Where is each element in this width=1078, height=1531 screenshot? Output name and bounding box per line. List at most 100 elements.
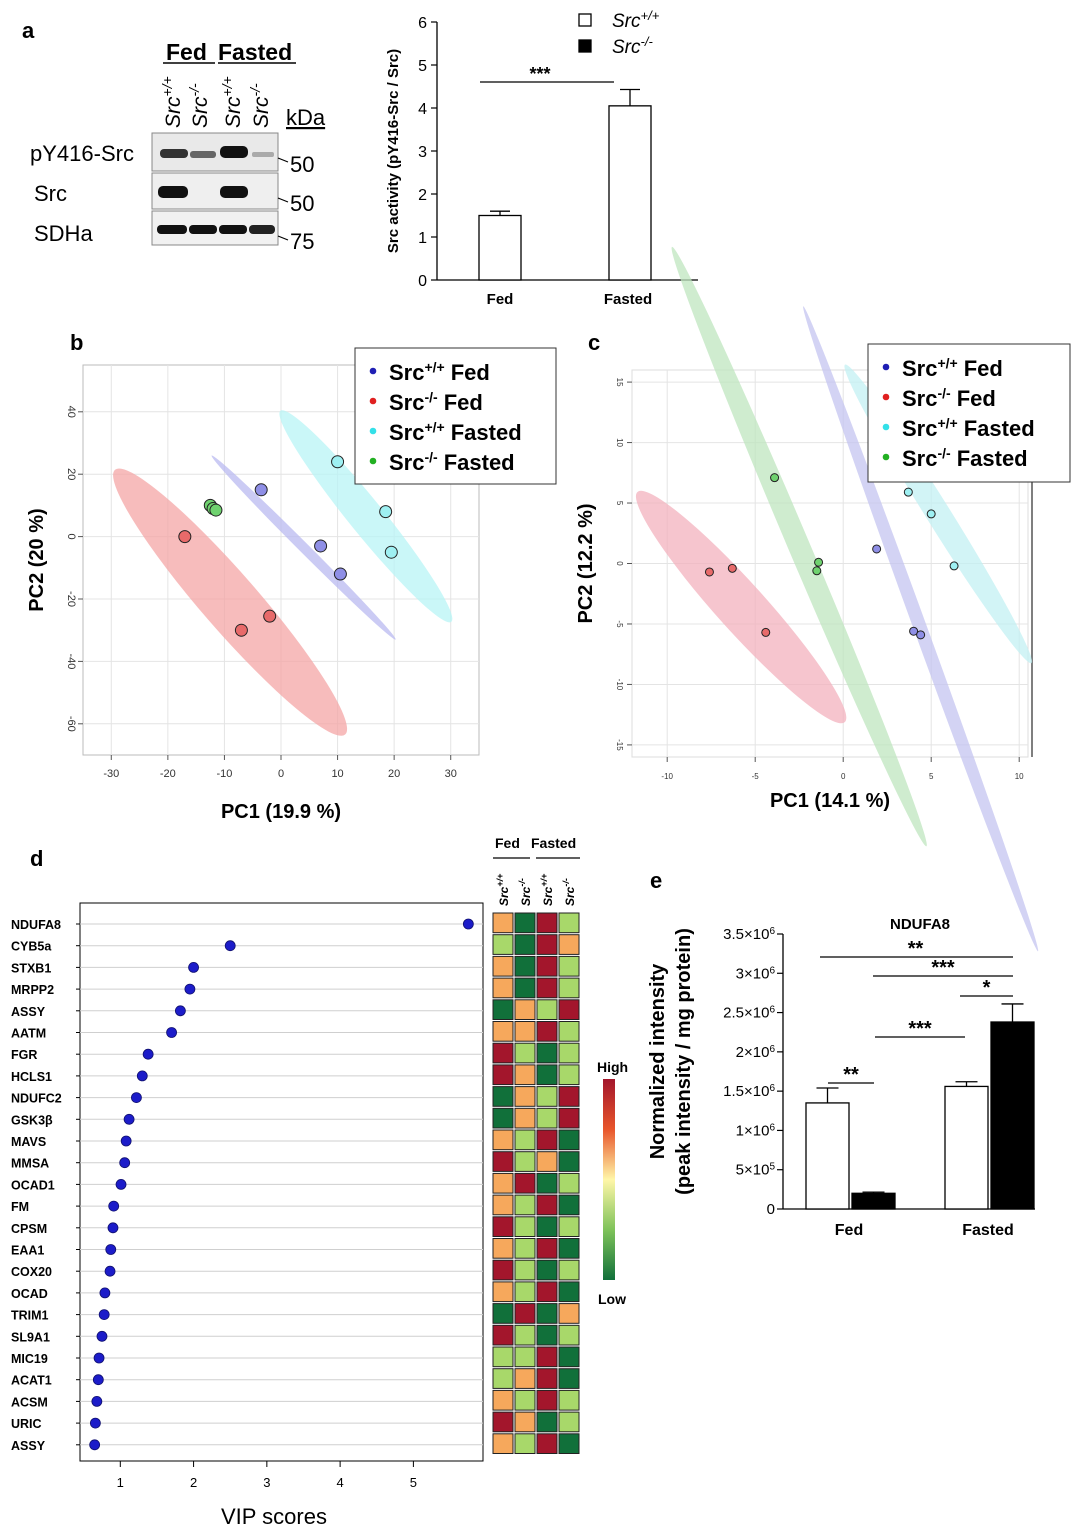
gene-label: ACSM [11, 1395, 48, 1409]
heatmap-cell [536, 1086, 558, 1107]
y-tick-label: -40 [65, 653, 77, 669]
heatmap-cell [536, 1433, 558, 1455]
legend-marker [369, 397, 377, 405]
significance-label: ** [843, 1064, 859, 1086]
vip-point [174, 1005, 186, 1017]
heatmap-cell [536, 1281, 558, 1303]
heatmap-cell [558, 1324, 580, 1346]
legend-marker [369, 427, 377, 435]
heatmap-column-label: Src-/- [561, 878, 577, 906]
heatmap-column-label: Src+/+ [495, 873, 511, 906]
y-tick-label: 0 [767, 1201, 775, 1218]
heatmap-cell [514, 1107, 536, 1129]
heatmap-cell [492, 934, 514, 955]
heatmap-cell [536, 955, 558, 977]
heatmap-cell [492, 1303, 514, 1324]
legend-marker [369, 367, 377, 375]
heatmap-column-label: Src-/- [517, 878, 533, 906]
gene-label: NDUFA8 [11, 918, 61, 932]
significance-label: * [983, 977, 991, 999]
confidence-ellipse [279, 410, 453, 623]
blot-band [157, 225, 187, 234]
heatmap-cell [492, 1216, 514, 1238]
heatmap-cell [558, 1151, 580, 1172]
legend-marker [882, 393, 890, 401]
significance-label: ** [908, 938, 924, 960]
heatmap-cell [558, 1216, 580, 1238]
heatmap-cell [492, 1433, 514, 1455]
heatmap-cell [514, 1411, 536, 1433]
legend-box [354, 347, 557, 485]
blot-band [252, 152, 274, 157]
y-tick-label: 5 [615, 501, 624, 506]
vip-point [93, 1352, 105, 1364]
heatmap-cell [514, 955, 536, 977]
kda-value-1: 50 [290, 191, 314, 216]
y-tick-label: 0 [418, 273, 427, 290]
heatmap-cell [558, 1086, 580, 1107]
blot-lane-label: Src-/- [247, 83, 273, 128]
legend-label: Src-/- Fed [902, 385, 996, 411]
confidence-ellipse [635, 490, 847, 724]
data-point [234, 623, 248, 637]
data-point [916, 630, 926, 640]
y-tick-label: 20 [65, 468, 77, 480]
data-point [254, 483, 268, 497]
heatmap-cell [536, 1411, 558, 1433]
data-point [761, 627, 771, 637]
chart-vip-heatmap: Fed Fasted Src+/+ Src-/- Src+/+ Src-/- High Low [492, 835, 628, 1455]
legend-swatch [578, 13, 592, 27]
significance-label: *** [529, 64, 550, 84]
heatmap-cell [514, 977, 536, 999]
heatmap-cell [536, 1042, 558, 1064]
x-axis-label: VIP scores [221, 1504, 327, 1529]
heatmap-cell [514, 1086, 536, 1107]
y-tick-label: -15 [615, 739, 624, 751]
chart-pca-c: -10 -5 0 5 10 -15 -10 -5 0 5 10 15 PC1 (14.1 %) PC2 (… [575, 246, 1071, 952]
vip-point [131, 1092, 142, 1103]
y-tick-label: 1×106 [736, 1122, 776, 1140]
legend-label: Src+/+ [612, 8, 660, 33]
legend-box [867, 343, 1071, 483]
heatmap-cell [536, 1216, 558, 1238]
vip-point [115, 1179, 127, 1190]
heatmap-cell [492, 1172, 514, 1194]
western-blot: Fed Fasted Src+/+Src-/-Src+/+Src-/- kDa … [30, 39, 326, 254]
heatmap-cell [492, 1042, 514, 1064]
blot-band [219, 225, 247, 234]
panel-label-c: c [588, 330, 600, 355]
y-tick-label: 1.5×106 [723, 1083, 775, 1101]
heatmap-cell [492, 1389, 514, 1411]
y-tick-label: 10 [615, 438, 624, 447]
gene-label: GSK3β [11, 1113, 53, 1127]
heatmap-cell [514, 1216, 536, 1238]
x-tick-label: 10 [1015, 772, 1024, 781]
blot-row-label-0: pY416-Src [30, 141, 134, 166]
heatmap-cell [492, 1368, 514, 1389]
heatmap-cell [492, 1324, 514, 1346]
heatmap-cell [492, 1281, 514, 1303]
vip-point [462, 918, 474, 930]
heatmap-cell [536, 912, 558, 934]
heatmap-cell [536, 1194, 558, 1216]
panel-label-a: a [22, 18, 35, 43]
heatmap-cell [492, 1086, 514, 1107]
heatmap-cell [558, 1303, 580, 1324]
chart-title: NDUFA8 [890, 916, 950, 933]
heatmap-cell [536, 1238, 558, 1259]
vip-point [119, 1157, 131, 1169]
vip-point [136, 1070, 148, 1082]
heatmap-cell [492, 1194, 514, 1216]
y-tick-label: 6 [418, 15, 427, 32]
data-point [814, 557, 824, 567]
bar [944, 1085, 989, 1210]
legend-marker [882, 423, 890, 431]
blot-lane-label: Src+/+ [159, 76, 185, 128]
panel-label-e: e [650, 868, 662, 893]
y-tick-label: 2.5×106 [723, 1004, 775, 1022]
heatmap-cell [558, 1064, 580, 1086]
data-point [949, 561, 959, 571]
bar [608, 105, 652, 281]
x-tick-label: -30 [103, 768, 119, 780]
heatmap-cell [558, 912, 580, 934]
